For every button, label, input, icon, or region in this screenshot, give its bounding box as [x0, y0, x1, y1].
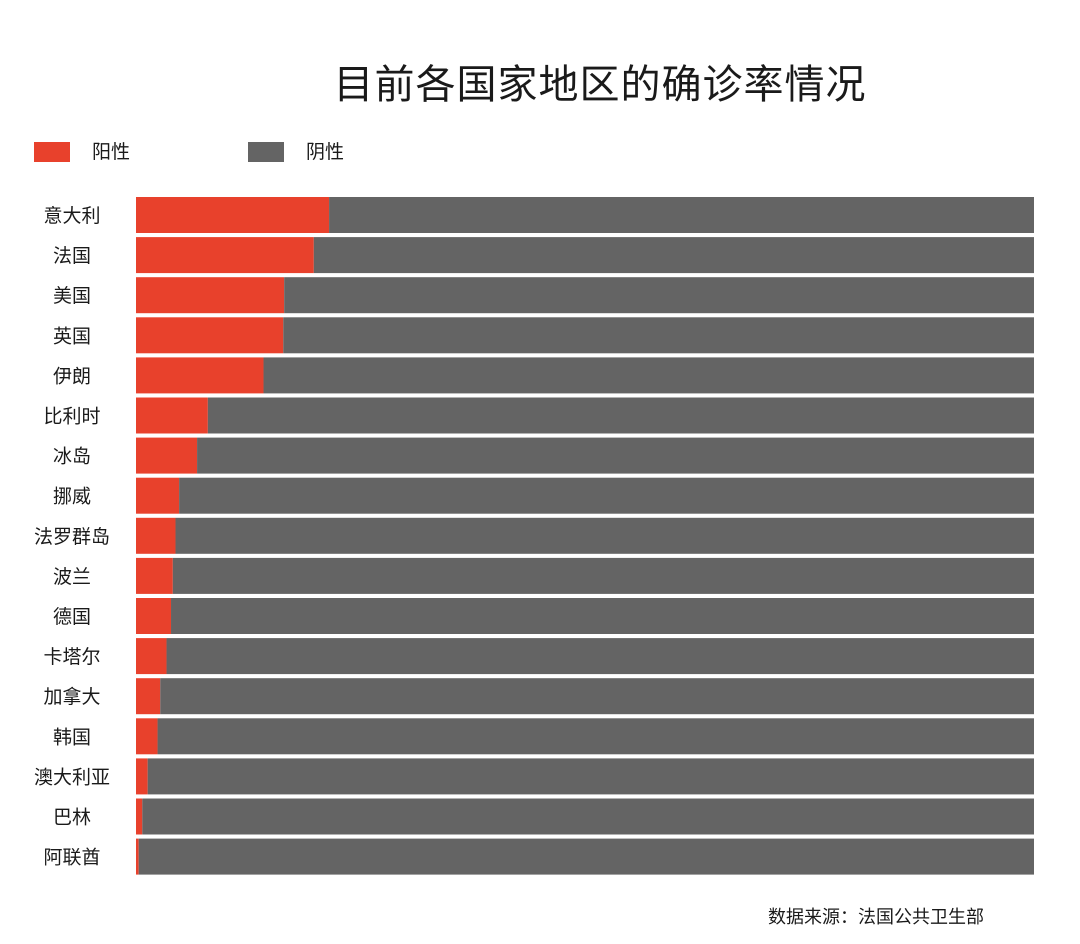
bar-positive — [136, 197, 330, 233]
bar-row: 阿联酋 — [43, 838, 1034, 875]
bar-negative — [283, 317, 1034, 354]
bar-negative — [263, 357, 1034, 394]
bar-positive — [136, 437, 198, 474]
bar-negative — [147, 758, 1035, 795]
bar-negative — [313, 237, 1034, 274]
bar-positive — [136, 638, 167, 675]
category-label: 韩国 — [53, 726, 91, 748]
legend-swatch-negative — [248, 142, 284, 162]
bar-negative — [207, 397, 1035, 434]
bar-row: 澳大利亚 — [34, 758, 1035, 795]
bar-row: 巴林 — [53, 798, 1035, 835]
bar-negative — [197, 437, 1034, 474]
category-label: 德国 — [53, 606, 91, 628]
bar-row: 波兰 — [53, 557, 1034, 594]
bar-negative — [166, 638, 1034, 675]
bar-positive — [136, 477, 180, 514]
bar-negative — [329, 197, 1034, 233]
bar-negative — [171, 598, 1034, 634]
bar-positive — [136, 517, 176, 554]
bar-positive — [136, 397, 208, 434]
bar-negative — [284, 277, 1034, 314]
bar-positive — [136, 598, 172, 634]
category-label: 澳大利亚 — [34, 766, 110, 788]
bar-positive — [136, 678, 161, 715]
bar-negative — [175, 517, 1034, 554]
bar-negative — [157, 718, 1035, 755]
bar-row: 德国 — [53, 598, 1034, 634]
legend-label-positive: 阳性 — [92, 141, 131, 163]
bar-positive — [136, 838, 139, 875]
category-label: 加拿大 — [43, 685, 100, 708]
legend-item-positive: 阳性 — [34, 140, 130, 164]
bar-row: 挪威 — [53, 477, 1035, 514]
bar-negative — [138, 838, 1034, 875]
bar-row: 比利时 — [43, 397, 1035, 434]
legend-item-negative: 阴性 — [248, 140, 344, 164]
category-label: 卡塔尔 — [43, 646, 100, 668]
bar-row: 韩国 — [53, 718, 1035, 755]
category-label: 美国 — [53, 285, 91, 307]
category-label: 法国 — [53, 245, 91, 267]
category-label: 挪威 — [53, 486, 91, 508]
category-label: 阿联酋 — [43, 847, 100, 869]
category-label: 法罗群岛 — [34, 526, 110, 548]
category-label: 巴林 — [53, 807, 91, 829]
bar-positive — [136, 357, 264, 394]
bar-row: 法罗群岛 — [34, 517, 1034, 554]
stacked-bar-chart: 意大利法国美国英国伊朗比利时冰岛挪威法罗群岛波兰德国卡塔尔加拿大韩国澳大利亚巴林… — [34, 197, 1035, 875]
bar-positive — [136, 277, 285, 314]
bar-positive — [136, 557, 173, 594]
bar-negative — [142, 798, 1035, 835]
bar-row: 意大利 — [43, 197, 1034, 233]
bar-row: 美国 — [53, 277, 1034, 314]
bar-positive — [136, 798, 143, 835]
legend-label-negative: 阴性 — [306, 141, 345, 163]
bar-row: 伊朗 — [53, 357, 1034, 394]
legend-swatch-positive — [34, 142, 70, 162]
bar-negative — [160, 678, 1034, 715]
category-label: 冰岛 — [53, 446, 91, 468]
bar-row: 法国 — [53, 237, 1034, 274]
bar-negative — [179, 477, 1035, 514]
bar-positive — [136, 758, 148, 795]
category-label: 波兰 — [53, 566, 91, 588]
bar-positive — [136, 317, 284, 354]
bar-negative — [172, 557, 1034, 594]
chart-legend: 阳性 阴性 — [0, 140, 1080, 164]
bar-positive — [136, 237, 314, 274]
category-label: 伊朗 — [53, 365, 91, 387]
category-label: 英国 — [53, 325, 91, 347]
bar-row: 卡塔尔 — [43, 638, 1034, 675]
data-source-note: 数据来源：法国公共卫生部 — [768, 907, 984, 928]
bar-positive — [136, 718, 158, 755]
category-label: 比利时 — [43, 406, 100, 428]
category-label: 意大利 — [43, 205, 100, 227]
bar-row: 冰岛 — [53, 437, 1034, 474]
bar-row: 英国 — [53, 317, 1034, 354]
chart-title: 目前各国家地区的确诊率情况 — [333, 62, 867, 108]
bar-row: 加拿大 — [43, 678, 1034, 715]
